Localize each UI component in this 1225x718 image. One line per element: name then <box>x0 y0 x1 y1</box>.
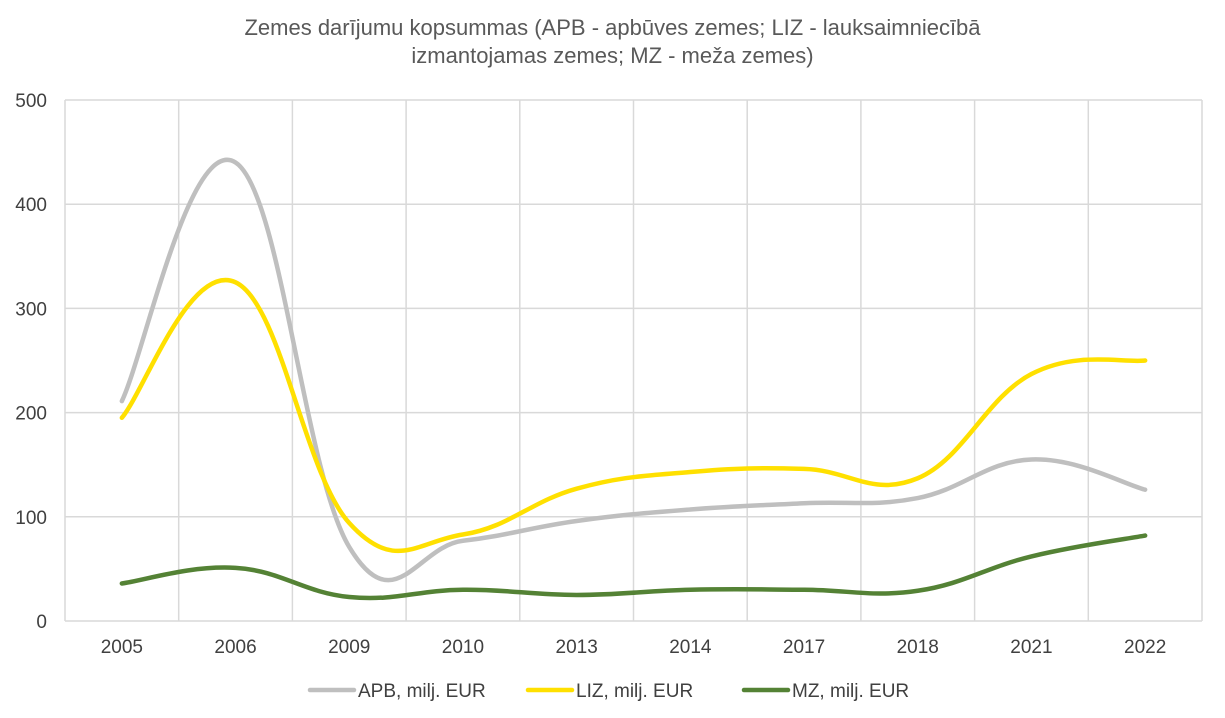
x-tick-label: 2006 <box>214 637 256 658</box>
x-tick-label: 2022 <box>1124 637 1166 658</box>
y-axis-tick-labels: 0 100 200 300 400 500 <box>15 91 47 633</box>
x-tick-label: 2014 <box>669 637 712 658</box>
legend-label: LIZ, milj. EUR <box>576 681 693 702</box>
chart-title-line-2: izmantojamas zemes; MZ - meža zemes) <box>411 43 814 68</box>
x-tick-label: 2010 <box>442 637 484 658</box>
x-tick-label: 2013 <box>556 637 598 658</box>
gridlines <box>64 99 1203 622</box>
series-line-liz <box>119 277 1148 553</box>
series-line-mz <box>119 533 1148 601</box>
y-tick-label: 300 <box>15 299 47 320</box>
legend-label: APB, milj. EUR <box>358 681 486 702</box>
series-lines <box>119 157 1148 601</box>
legend-label: MZ, milj. EUR <box>792 681 909 702</box>
x-tick-label: 2005 <box>101 637 143 658</box>
x-tick-label: 2009 <box>328 637 370 658</box>
y-tick-label: 500 <box>15 91 47 112</box>
y-tick-label: 0 <box>36 612 47 633</box>
x-tick-label: 2017 <box>783 637 825 658</box>
y-tick-label: 100 <box>15 508 47 529</box>
legend: APB, milj. EUR LIZ, milj. EUR MZ, milj. EU… <box>307 681 909 702</box>
x-tick-label: 2018 <box>897 637 939 658</box>
x-axis-tick-labels: 2005 2006 2009 2010 2013 2014 2017 2018 2021 2022 <box>101 637 1167 658</box>
chart-title: Zemes darījumu kopsummas (APB - apbūves … <box>0 14 1225 70</box>
y-tick-label: 400 <box>15 195 47 216</box>
series-line-apb <box>119 157 1148 583</box>
y-tick-label: 200 <box>15 404 47 425</box>
chart-title-line-1: Zemes darījumu kopsummas (APB - apbūves … <box>244 15 981 40</box>
x-tick-label: 2021 <box>1010 637 1052 658</box>
